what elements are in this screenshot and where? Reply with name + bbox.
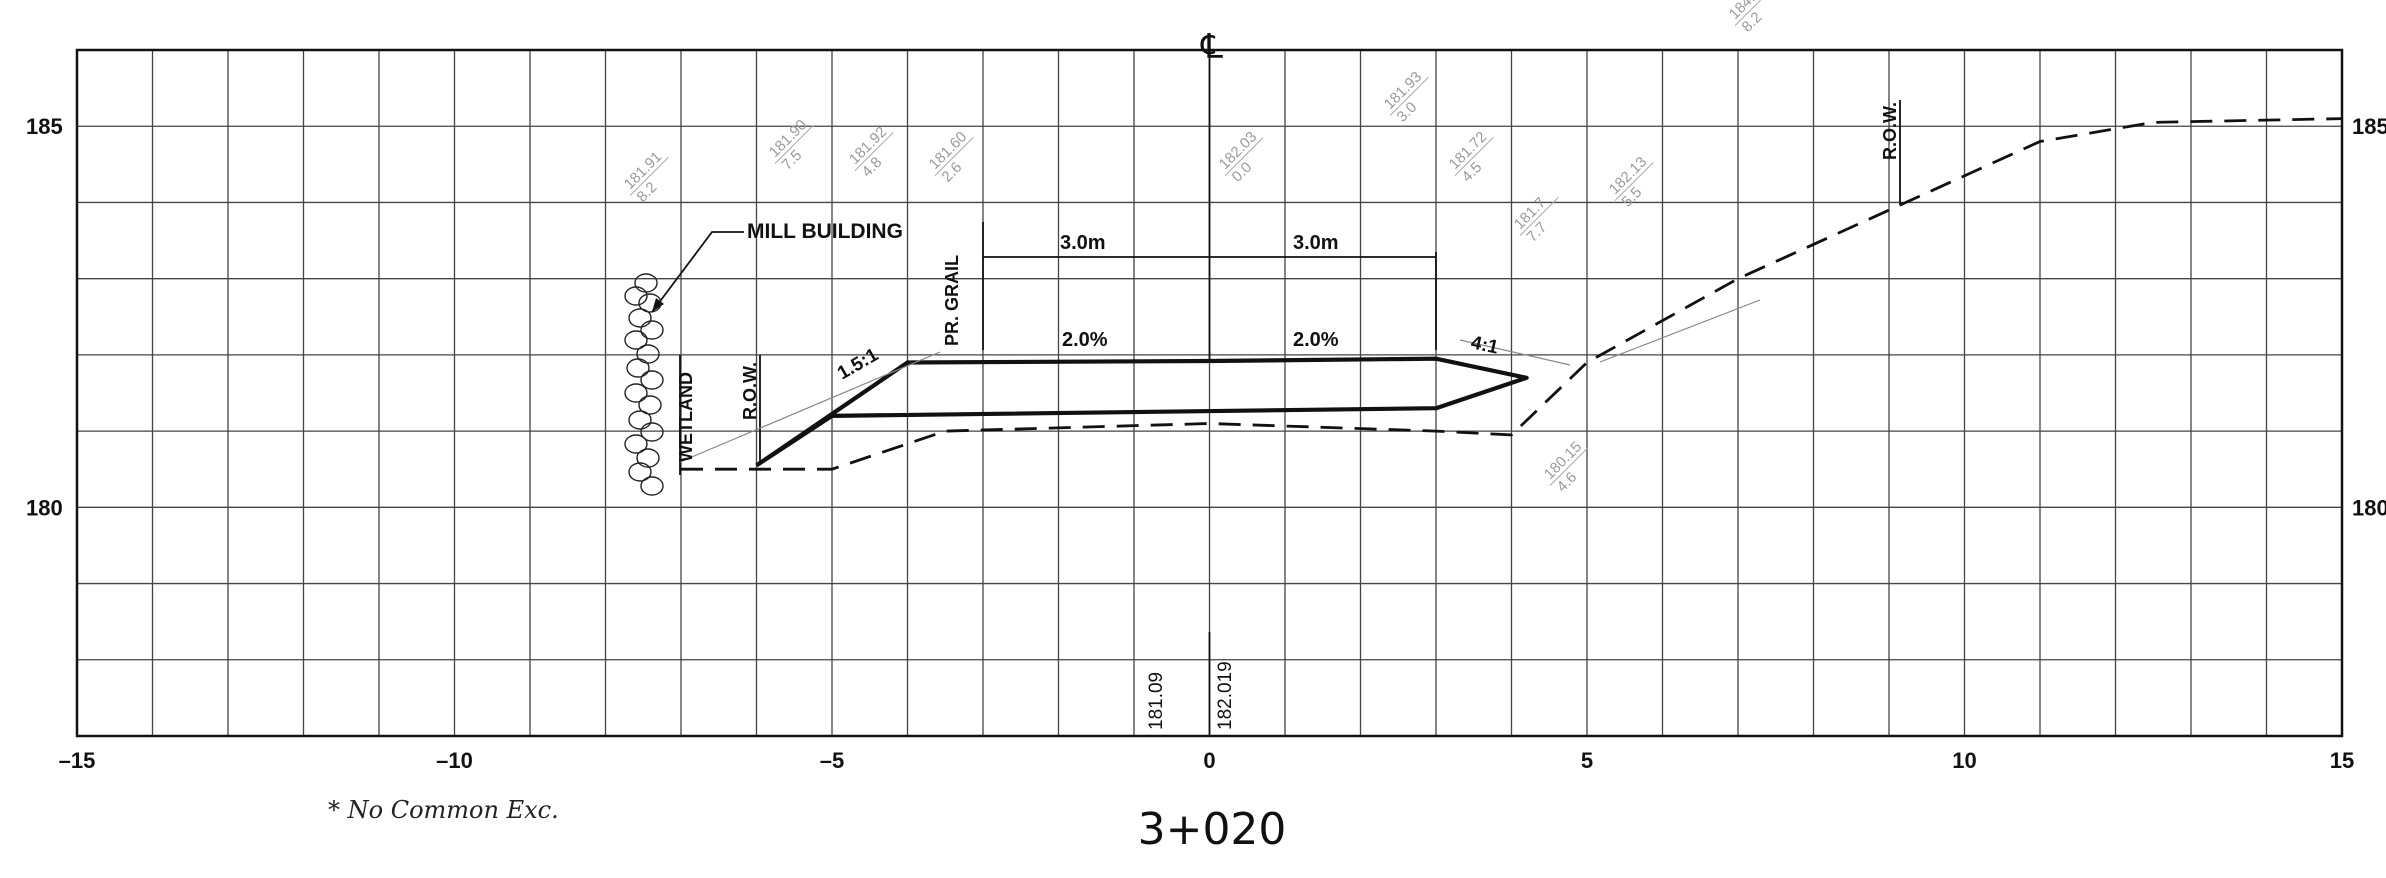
wetland-label: WETLAND [676,372,696,462]
width-right-label: 3.0m [1293,232,1339,254]
guide-line [1459,339,1571,366]
stone-wall-stone [636,448,660,468]
x-tick-label: 0 [1203,748,1215,773]
stone-wall-stone [624,330,648,350]
faint-label-rule [1389,77,1429,117]
stone-wall-stone [638,293,662,313]
faint-label: 181.924.8 [846,123,894,181]
y-tick-label-left: 185 [26,114,63,139]
grade-right-label: 2.0% [1293,329,1339,351]
x-tick-label: –15 [59,748,96,773]
pr-grail-label: PR. GRAIL [942,255,962,346]
faint-label: 181.907.5 [766,116,814,174]
grade-left-label: 2.0% [1062,329,1108,351]
mill-building-leader [651,231,744,313]
faint-label: 182.030.0 [1216,128,1264,186]
faint-label-rule [1614,162,1654,202]
y-tick-label-right: 180 [2352,495,2386,520]
row-right-label: R.O.W. [1880,102,1900,160]
stone-wall-stone [624,383,648,403]
y-tick-labels-right: 185 180 [2352,114,2386,520]
faint-label-rule [774,125,814,165]
faint-label-rule [934,137,974,177]
faint-label: 182.135.5 [1606,153,1654,211]
design-elevation-label: 182.019 [1215,661,1236,730]
faint-label-rule [1454,137,1494,177]
x-tick-labels: –15 –10 –5 0 5 10 15 [59,748,2355,773]
stone-wall-stone [628,462,652,482]
profile-lines [681,117,2343,471]
faint-label-rule [1734,0,1774,27]
handwritten-note: * No Common Exc. [328,796,559,824]
faint-label: 181.602.6 [926,128,974,186]
faint-label-rule [1519,197,1559,237]
stone-wall-stone [640,370,664,390]
faint-label: 181.77.7 [1511,194,1559,246]
stone-wall-stone [640,422,664,442]
row-left-label: R.O.W. [740,362,760,420]
faint-label-rule [854,132,894,172]
x-tick-label: –5 [820,748,844,773]
stone-wall-stone [628,410,652,430]
annotation-linework [624,44,1901,736]
y-tick-labels-left: 185 180 [26,114,63,520]
mill-building-label: MILL BUILDING [747,220,903,243]
y-tick-label-left: 180 [26,495,63,520]
stone-wall-stone [634,273,658,293]
stone-wall-stone [636,344,660,364]
station-label: 3+020 [1138,804,1287,855]
faint-label: 184.818.2 [1726,0,1774,36]
guide-line [1599,299,1761,363]
existing-ground-line [681,117,2343,471]
faint-label-rule [1224,137,1264,177]
guide-line [679,351,941,463]
stone-wall-stone [638,395,662,415]
faint-label-rule [1549,447,1589,487]
centerline-symbol: ℄ [1200,28,1223,66]
stone-wall-stone [626,358,650,378]
x-tick-label: 10 [1952,748,1976,773]
faint-label-rule [629,157,669,197]
x-tick-label: 15 [2330,748,2354,773]
stone-wall-stone [628,308,652,328]
stone-wall-stone [624,286,648,306]
x-tick-label: 5 [1581,748,1593,773]
stone-wall-stone [624,434,648,454]
leader-arrowhead [652,298,664,312]
faint-label: 181.933.0 [1381,68,1429,126]
width-left-label: 3.0m [1060,232,1106,254]
faint-label: 181.918.2 [621,148,669,206]
faint-label: 181.724.5 [1446,128,1494,186]
proposed-section-line [755,356,1529,468]
x-tick-label: –10 [436,748,473,773]
stone-wall-stone [640,320,664,340]
stone-wall-stone [640,476,664,496]
slope-left-label: 1.5:1 [834,344,882,384]
y-tick-label-right: 185 [2352,114,2386,139]
faint-label: 180.154.6 [1541,438,1589,496]
ground-elevation-label: 181.09 [1146,672,1167,730]
